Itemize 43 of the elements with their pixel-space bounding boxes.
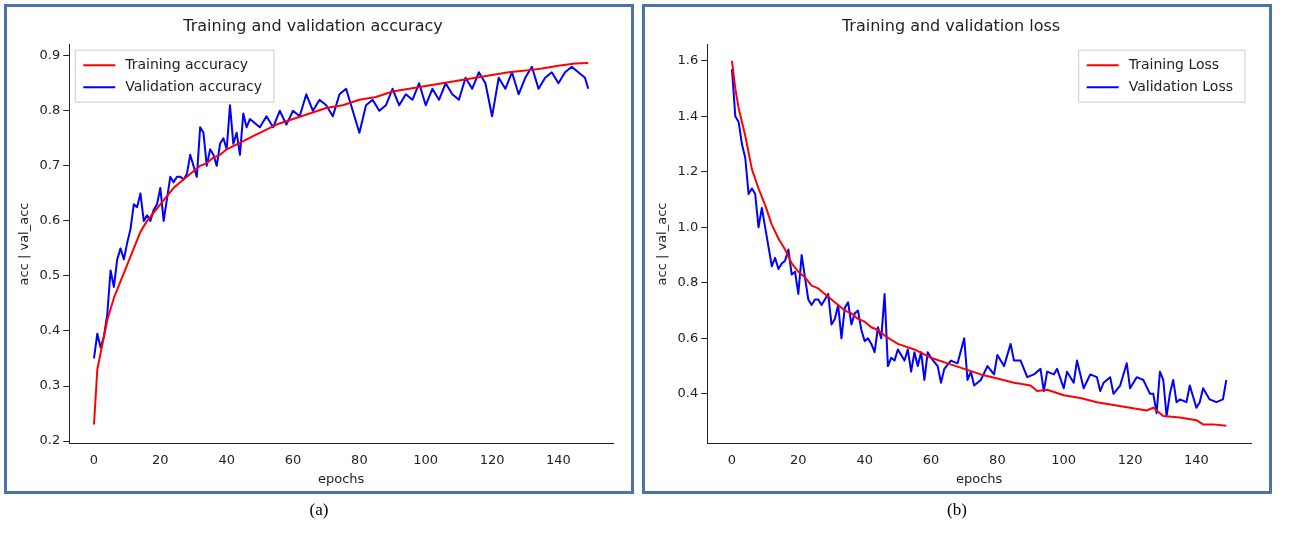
x-tick-label: 60: [284, 451, 302, 467]
x-tick-label: 120: [479, 451, 505, 467]
chart-title: Training and validation accuracy: [182, 15, 443, 35]
y-tick-label: 1.2: [677, 163, 699, 179]
y-tick-label: 0.3: [39, 377, 61, 393]
x-tick-label: 20: [152, 451, 169, 467]
chart-title: Training and validation loss: [840, 15, 1061, 35]
x-axis-title: epochs: [955, 470, 1003, 486]
y-tick-label: 0.2: [39, 432, 61, 448]
legend-label: Training Loss: [1127, 55, 1220, 72]
y-axis-title: acc | val_acc: [654, 202, 670, 286]
x-tick-label: 140: [546, 451, 571, 467]
y-tick-label: 0.4: [677, 385, 699, 401]
x-tick-label: 80: [989, 451, 1006, 467]
y-tick-label: 0.4: [39, 322, 61, 338]
y-tick-label: 1.0: [677, 218, 699, 234]
x-tick-label: 100: [413, 451, 439, 467]
y-axis-title: acc | val_acc: [16, 202, 32, 286]
x-tick-label: 0: [727, 451, 737, 467]
legend-label: Validation accuracy: [125, 77, 263, 94]
x-tick-label: 100: [1051, 451, 1077, 467]
x-tick-label: 120: [1117, 451, 1143, 467]
legend-label: Validation Loss: [1128, 77, 1234, 94]
y-tick-label: 0.8: [39, 102, 61, 118]
x-tick-label: 140: [1184, 451, 1209, 467]
y-tick-label: 1.4: [677, 107, 699, 123]
x-tick-label: 60: [922, 451, 940, 467]
y-tick-label: 0.5: [39, 267, 61, 283]
y-tick-label: 1.6: [677, 52, 699, 68]
y-tick-label: 0.8: [677, 274, 699, 290]
text: (b): [947, 500, 967, 520]
x-tick-label: 80: [351, 451, 368, 467]
x-tick-label: 20: [790, 451, 807, 467]
text: (a): [309, 500, 329, 520]
x-tick-label: 40: [218, 451, 235, 467]
legend-label: Training accuracy: [124, 55, 249, 72]
y-tick-label: 0.9: [39, 47, 61, 63]
x-axis-title: epochs: [317, 470, 365, 486]
y-tick-label: 0.6: [677, 329, 699, 345]
y-tick-label: 0.7: [39, 157, 61, 173]
x-tick-label: 0: [89, 451, 99, 467]
y-tick-label: 0.6: [39, 212, 61, 228]
x-tick-label: 40: [856, 451, 873, 467]
